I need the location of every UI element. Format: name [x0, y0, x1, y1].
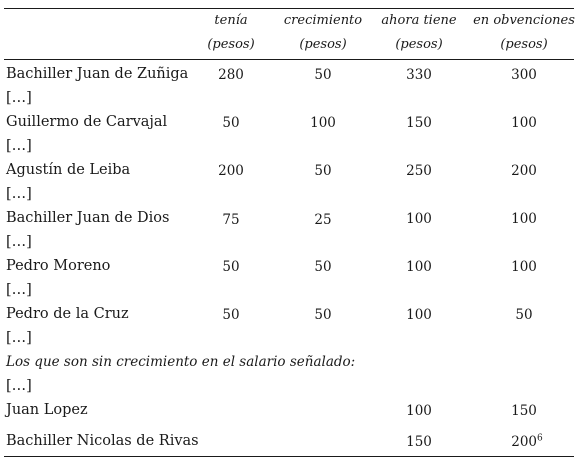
table-top-rule — [4, 8, 574, 9]
row-ellipsis: […] — [6, 186, 32, 202]
row-ellipsis: […] — [6, 282, 32, 298]
header-crecimiento: crecimiento — [283, 13, 363, 28]
cell-crecimiento: 100 — [310, 115, 336, 131]
section-note: Los que son sin crecimiento en el salari… — [6, 354, 356, 370]
row-name: Juan Lopez — [6, 402, 88, 418]
row-name: Agustín de Leiba — [6, 162, 131, 178]
cell-ahora: 100 — [406, 259, 432, 275]
cell-ahora: 150 — [406, 115, 432, 131]
cell-tenia: 50 — [222, 115, 240, 131]
cell-obvenciones: 200 — [511, 163, 537, 179]
cell-ahora: 100 — [406, 403, 432, 419]
header-rule — [4, 59, 574, 60]
row-name: Pedro Moreno — [6, 258, 111, 274]
cell-crecimiento: 50 — [314, 67, 332, 83]
cell-tenia: 50 — [222, 259, 240, 275]
header-ahora-tiene: ahora tiene — [381, 13, 457, 28]
row-name: Bachiller Juan de Dios — [6, 210, 170, 226]
footnote-marker: 6 — [537, 433, 543, 444]
row-ellipsis: […] — [6, 378, 32, 394]
cell-crecimiento: 50 — [314, 259, 332, 275]
table-bottom-rule — [4, 456, 574, 457]
cell-tenia: 50 — [222, 307, 240, 323]
row-name: Pedro de la Cruz — [6, 306, 129, 322]
row-name: Bachiller Nicolas de Rivas — [6, 433, 199, 449]
header-obvenciones: en obvenciones — [473, 13, 575, 28]
header-tenia-unit: (pesos) — [207, 37, 255, 52]
cell-obvenciones: 100 — [511, 115, 537, 131]
cell-crecimiento: 50 — [314, 307, 332, 323]
cell-ahora: 100 — [406, 211, 432, 227]
row-ellipsis: […] — [6, 330, 32, 346]
cell-obvenciones: 150 — [511, 403, 537, 419]
cell-obvenciones: 200 — [511, 434, 538, 450]
cell-tenia: 280 — [218, 67, 244, 83]
cell-crecimiento: 25 — [314, 212, 332, 228]
cell-obvenciones-with-footnote: 2006 — [511, 433, 543, 451]
cell-ahora: 100 — [406, 307, 432, 323]
cell-crecimiento: 50 — [314, 163, 332, 179]
cell-obvenciones: 100 — [511, 259, 537, 275]
cell-tenia: 75 — [222, 212, 240, 228]
cell-obvenciones: 100 — [511, 211, 537, 227]
header-ahora-tiene-unit: (pesos) — [395, 37, 443, 52]
row-ellipsis: […] — [6, 90, 32, 106]
cell-ahora: 250 — [406, 163, 432, 179]
row-name: Bachiller Juan de Zuñiga — [6, 66, 189, 82]
row-ellipsis: […] — [6, 138, 32, 154]
cell-tenia: 200 — [218, 163, 244, 179]
cell-obvenciones: 50 — [515, 307, 533, 323]
row-name: Guillermo de Carvajal — [6, 114, 168, 130]
cell-ahora: 330 — [406, 67, 432, 83]
header-tenia: tenía — [214, 13, 248, 28]
row-ellipsis: […] — [6, 234, 32, 250]
cell-obvenciones: 300 — [511, 67, 537, 83]
header-crecimiento-unit: (pesos) — [299, 37, 347, 52]
header-obvenciones-unit: (pesos) — [500, 37, 548, 52]
cell-ahora: 150 — [406, 434, 432, 450]
